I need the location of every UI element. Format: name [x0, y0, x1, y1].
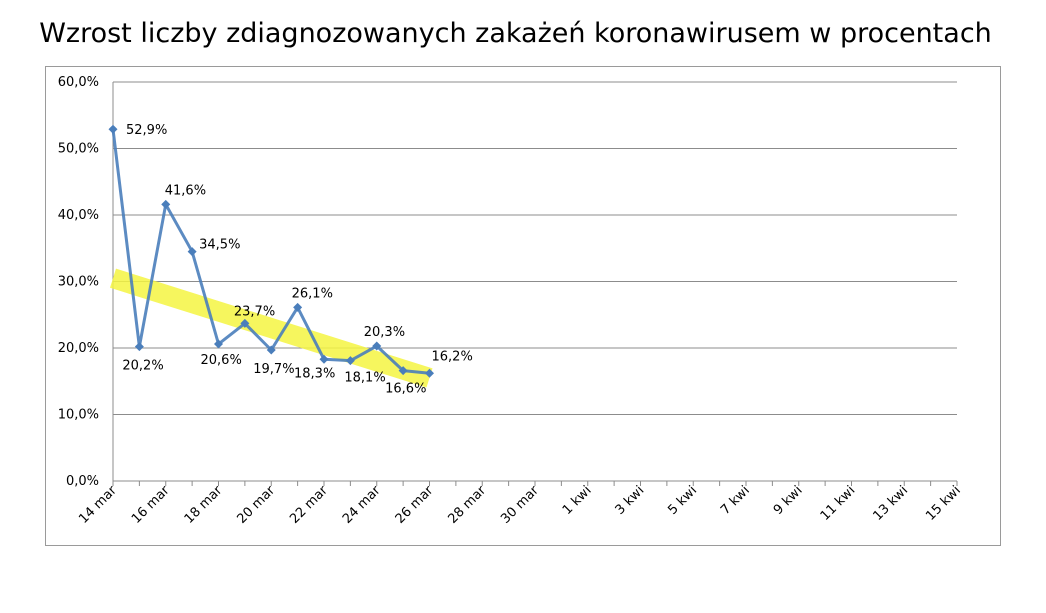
y-tick-label: 60,0%: [58, 75, 99, 90]
data-label: 16,2%: [432, 349, 473, 364]
data-label: 19,7%: [253, 362, 294, 377]
y-tick-label: 20,0%: [58, 341, 99, 356]
data-point-marker: [266, 345, 276, 355]
x-tick-label: 22 mar: [287, 483, 331, 527]
x-tick-label: 1 kwi: [560, 483, 595, 518]
y-tick-label: 40,0%: [58, 208, 99, 223]
chart-frame: [45, 66, 1001, 546]
x-tick-label: 16 mar: [129, 483, 173, 527]
data-point-marker: [425, 368, 434, 378]
x-tick-label: 14 mar: [76, 483, 120, 527]
x-tick-label: 9 kwi: [771, 483, 806, 518]
data-point-marker: [108, 124, 118, 134]
trend-highlight: [109, 268, 433, 388]
y-tick-label: 50,0%: [58, 142, 99, 157]
data-label: 20,6%: [201, 353, 242, 368]
data-point-marker: [319, 354, 329, 364]
data-label: 52,9%: [126, 123, 167, 138]
data-point-marker: [293, 302, 303, 312]
x-tick-label: 15 kwi: [923, 483, 964, 524]
y-tick-label: 30,0%: [58, 275, 99, 290]
x-tick-label: 28 mar: [445, 483, 489, 527]
y-tick-label: 0,0%: [66, 474, 99, 489]
x-tick-label: 5 kwi: [665, 483, 700, 518]
data-label: 16,6%: [385, 382, 426, 397]
data-point-marker: [372, 341, 382, 351]
x-tick-label: 30 mar: [498, 483, 542, 527]
data-point-marker: [240, 318, 250, 328]
data-label: 20,3%: [364, 325, 405, 340]
x-tick-label: 18 mar: [182, 483, 226, 527]
data-label: 18,1%: [344, 371, 385, 386]
data-label: 18,3%: [294, 366, 335, 381]
data-point-marker: [345, 356, 355, 366]
x-tick-label: 24 mar: [340, 483, 384, 527]
x-tick-label: 26 mar: [393, 483, 437, 527]
data-point-marker: [398, 366, 408, 376]
chart-title: Wzrost liczby zdiagnozowanych zakażeń ko…: [39, 18, 992, 49]
x-tick-label: 11 kwi: [818, 483, 859, 524]
data-label: 41,6%: [165, 183, 206, 198]
data-label: 23,7%: [234, 304, 275, 319]
x-tick-label: 20 mar: [234, 483, 278, 527]
data-point-marker: [161, 199, 171, 209]
x-tick-label: 3 kwi: [613, 483, 648, 518]
data-point-marker: [134, 342, 144, 352]
data-label: 20,2%: [122, 359, 163, 374]
data-label: 34,5%: [199, 238, 240, 253]
y-tick-label: 10,0%: [58, 408, 99, 423]
x-tick-label: 13 kwi: [870, 483, 911, 524]
data-point-marker: [187, 247, 197, 257]
data-label: 26,1%: [292, 286, 333, 301]
data-point-marker: [214, 339, 223, 349]
x-tick-label: 7 kwi: [718, 483, 753, 518]
